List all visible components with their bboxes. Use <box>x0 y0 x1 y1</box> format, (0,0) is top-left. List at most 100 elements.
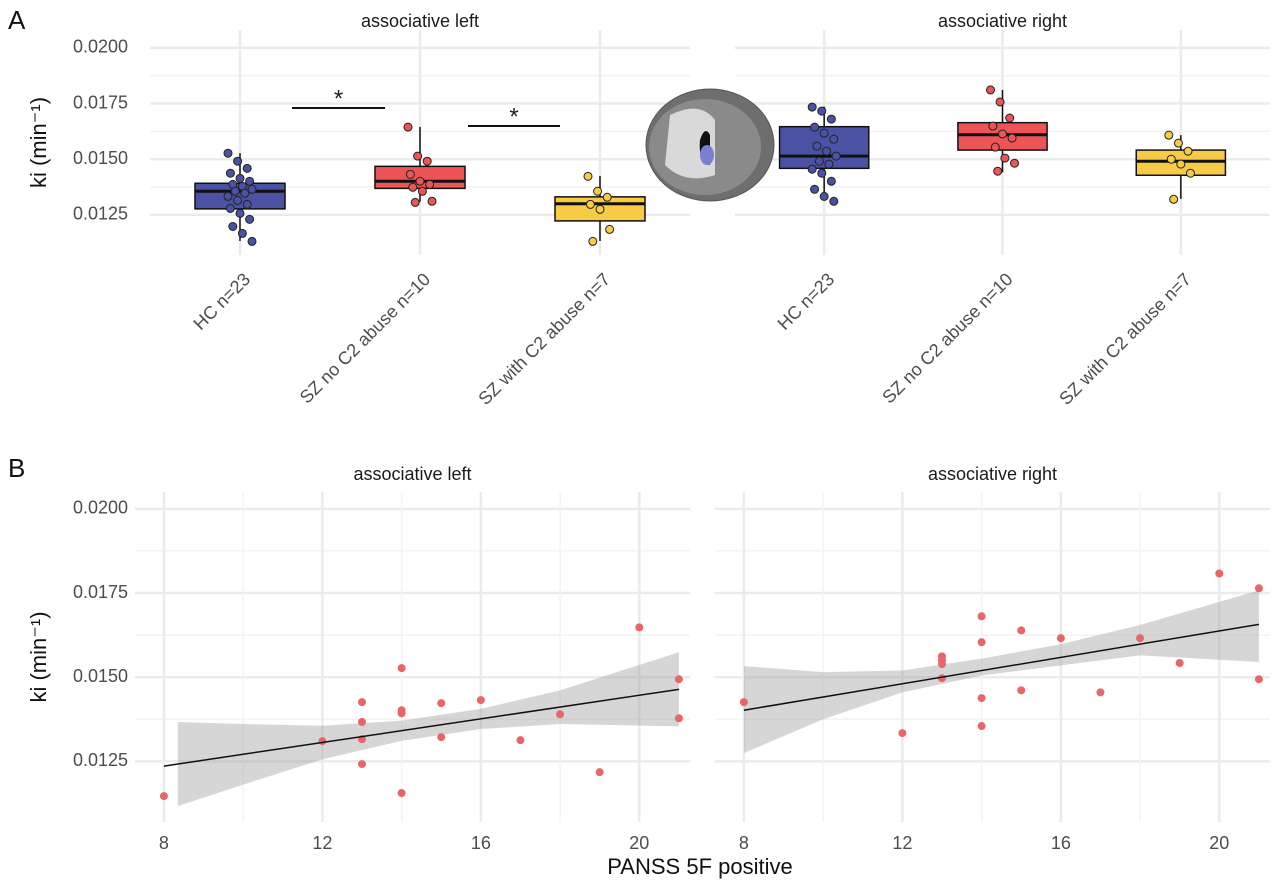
x-tick-label: 16 <box>471 833 491 853</box>
x-tick-label: 12 <box>312 833 332 853</box>
point <box>635 623 644 632</box>
strip-title: associative right <box>928 464 1057 484</box>
point <box>1005 113 1015 123</box>
confidence-band <box>177 652 679 807</box>
point <box>245 214 255 224</box>
point <box>824 159 834 169</box>
point <box>516 736 525 745</box>
point <box>977 638 986 647</box>
strip-title: associative left <box>353 464 471 484</box>
point <box>437 699 446 708</box>
point <box>408 182 418 192</box>
y-tick-label: 0.0125 <box>73 750 128 770</box>
point <box>223 191 233 201</box>
panel-letter: B <box>8 453 25 483</box>
point <box>1010 158 1019 168</box>
point <box>1173 138 1183 148</box>
point <box>413 151 423 161</box>
x-axis-title: PANSS 5F positive <box>607 854 792 879</box>
point <box>829 134 839 144</box>
point <box>817 168 827 178</box>
point <box>247 184 257 194</box>
point <box>605 224 615 234</box>
y-tick-label: 0.0150 <box>73 666 128 686</box>
point <box>233 156 243 166</box>
point <box>593 186 603 196</box>
x-tick-label: 8 <box>739 833 749 853</box>
brain-illustration <box>645 88 775 202</box>
x-tick-label: SZ no C2 abuse n=10 <box>296 269 434 407</box>
point <box>228 221 238 231</box>
point <box>230 186 240 196</box>
point <box>986 85 995 95</box>
point <box>425 179 435 189</box>
point <box>1254 584 1263 593</box>
x-tick-label: SZ with C2 abuse n=7 <box>1055 269 1195 409</box>
point <box>1169 194 1179 204</box>
point <box>937 660 946 669</box>
point <box>1017 686 1026 695</box>
x-tick-label: 12 <box>892 833 912 853</box>
point <box>247 236 257 246</box>
point <box>822 146 832 156</box>
fit-line <box>163 688 680 767</box>
point <box>595 204 605 214</box>
point <box>990 142 1000 152</box>
point <box>807 164 817 174</box>
x-tick-label: 20 <box>1209 833 1229 853</box>
point <box>739 698 748 707</box>
plot-layer: 0.0125 0.0150 0.0175 0.0200 associative left… <box>8 5 1270 879</box>
point <box>245 176 255 186</box>
point <box>427 196 437 206</box>
point <box>556 710 565 719</box>
y-tick-label: 0.0150 <box>73 148 128 168</box>
point <box>807 102 817 112</box>
significance-star: * <box>509 103 518 130</box>
panel: 0.0125 0.0150 0.0175 0.0200 associative left… <box>8 453 793 879</box>
point <box>819 191 829 201</box>
point <box>998 129 1007 139</box>
point <box>235 173 245 183</box>
x-tick-label: SZ with C2 abuse n=7 <box>474 269 614 409</box>
point <box>1166 154 1176 164</box>
point <box>403 122 413 132</box>
point <box>588 236 598 246</box>
point <box>397 789 406 798</box>
point <box>814 156 824 166</box>
point <box>595 768 604 777</box>
panel: associative right 8 12 16 20 <box>715 464 1270 853</box>
point <box>233 195 243 205</box>
point <box>225 203 235 213</box>
point <box>831 151 841 161</box>
point <box>937 652 946 661</box>
box <box>957 121 1048 151</box>
striatum-region <box>700 145 714 165</box>
point <box>235 208 245 218</box>
y-tick-label: 0.0175 <box>73 582 128 602</box>
point <box>397 664 406 673</box>
point <box>357 760 366 769</box>
point <box>159 792 168 801</box>
y-axis-title: ki (min⁻¹) <box>26 611 51 702</box>
point <box>602 192 612 202</box>
point <box>242 163 252 173</box>
point <box>437 733 446 742</box>
point <box>1185 168 1195 178</box>
y-tick-label: 0.0200 <box>73 37 128 57</box>
x-tick-label: 16 <box>1051 833 1071 853</box>
point <box>223 148 233 158</box>
point <box>225 168 235 178</box>
point <box>993 166 1003 176</box>
point <box>476 696 485 705</box>
x-tick-label: SZ no C2 abuse n=10 <box>878 269 1016 407</box>
point <box>988 121 998 131</box>
point <box>810 122 820 132</box>
point <box>1175 659 1184 668</box>
point <box>242 199 252 209</box>
point <box>1176 159 1186 169</box>
point <box>240 188 250 198</box>
panel-letter: A <box>8 5 26 35</box>
point <box>585 199 595 209</box>
strip-title: associative left <box>361 11 479 31</box>
point <box>812 141 822 151</box>
